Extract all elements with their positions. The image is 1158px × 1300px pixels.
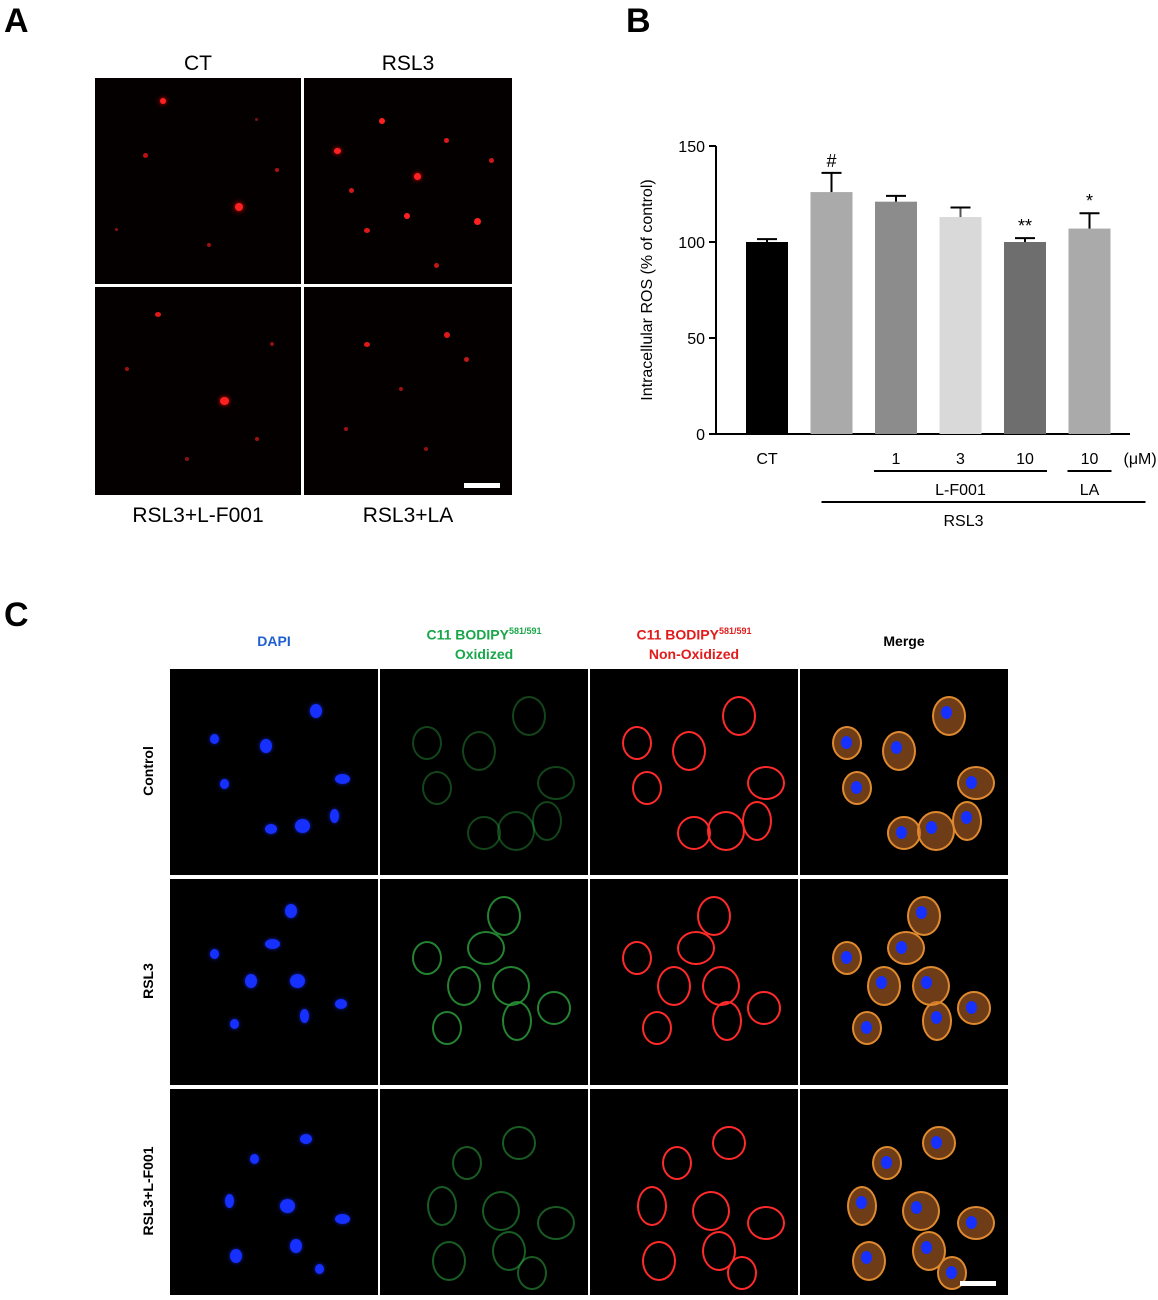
panel-c-letter: C — [4, 596, 29, 634]
row-label-2: RSL3 — [140, 963, 156, 999]
row-label-1: Control — [140, 746, 156, 796]
column-header-3: C11 BODIPY581/591 Non-Oxidized — [636, 626, 752, 662]
column-header-1: DAPI — [257, 633, 291, 649]
bar-chart: Intracellular ROS (% of control) 0 50 100 1… — [639, 139, 1157, 530]
panel-a-label-rsl3-lf001: RSL3+L-F001 — [132, 504, 264, 527]
micrograph-c-r2-c3 — [590, 879, 798, 1085]
y-tick-label: 150 — [678, 139, 705, 156]
bar-2 — [810, 192, 853, 434]
micrograph-c-r3-c2 — [380, 1089, 588, 1295]
micrograph-c-r1-c2 — [380, 669, 588, 875]
x-tick-label-4: 3 — [956, 451, 965, 468]
group-label-1: L-F001 — [935, 482, 986, 499]
x-tick-label-5: 10 — [1016, 451, 1034, 468]
panel-a-letter: A — [4, 2, 29, 40]
scale-bar — [464, 483, 500, 488]
bar-5 — [1004, 242, 1046, 434]
micrograph-c-r3-c4 — [800, 1089, 1008, 1295]
bar-3 — [875, 201, 917, 434]
x-tick-label-1: CT — [756, 451, 778, 468]
y-tick-label: 50 — [687, 331, 705, 348]
x-tick-label-6: 10 — [1081, 451, 1099, 468]
significance-mark-5: ** — [1018, 216, 1032, 236]
row-label-3: RSL3+L-F001 — [140, 1146, 156, 1236]
micrograph-c-r3-c1 — [170, 1089, 378, 1295]
y-axis-label: Intracellular ROS (% of control) — [639, 179, 656, 400]
micrograph-a-rsl3 — [304, 78, 512, 284]
scale-bar-c — [960, 1281, 996, 1286]
panel-a-label-rsl3: RSL3 — [381, 52, 435, 75]
column-header-4: Merge — [883, 633, 925, 649]
y-tick-label: 0 — [696, 427, 705, 444]
micrograph-c-r2-c2 — [380, 879, 588, 1085]
panel-b-letter: B — [626, 2, 651, 40]
x-tick-label-3: 1 — [892, 451, 901, 468]
group-label-2: LA — [1080, 482, 1100, 499]
group-label-3: RSL3 — [943, 513, 983, 530]
unit-label: (μM) — [1124, 451, 1157, 468]
micrograph-a-ct — [95, 78, 301, 284]
micrograph-a-rsl3-lf001 — [95, 287, 301, 495]
significance-mark-6: * — [1086, 191, 1093, 211]
micrograph-c-r1-c1 — [170, 669, 378, 875]
significance-mark-2: # — [826, 151, 836, 171]
micrograph-c-r1-c4 — [800, 669, 1008, 875]
micrograph-c-r1-c3 — [590, 669, 798, 875]
y-tick-label: 100 — [678, 235, 705, 252]
column-header-2: C11 BODIPY581/591 Oxidized — [426, 626, 542, 662]
panel-a-label-rsl3-la: RSL3+LA — [362, 504, 454, 527]
micrograph-c-r3-c3 — [590, 1089, 798, 1295]
bar-6 — [1068, 228, 1111, 434]
panel-a-label-ct: CT — [184, 52, 212, 75]
micrograph-c-r2-c1 — [170, 879, 378, 1085]
micrograph-c-r2-c4 — [800, 879, 1008, 1085]
bar-4 — [939, 217, 982, 434]
micrograph-a-rsl3-la — [304, 287, 512, 495]
micrograph-grid — [170, 667, 1008, 1296]
bar-1 — [746, 242, 788, 434]
